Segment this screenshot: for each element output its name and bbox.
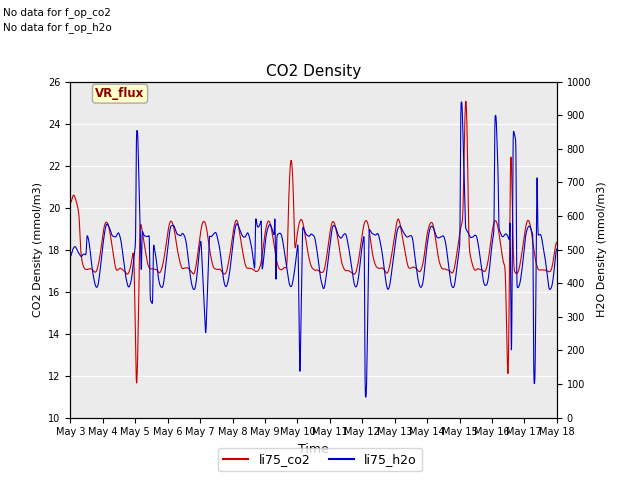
Y-axis label: H2O Density (mmol/m3): H2O Density (mmol/m3)	[596, 182, 607, 317]
X-axis label: Time: Time	[298, 443, 329, 456]
Text: No data for f_op_h2o: No data for f_op_h2o	[3, 22, 112, 33]
Title: CO2 Density: CO2 Density	[266, 64, 361, 79]
Text: No data for f_op_co2: No data for f_op_co2	[3, 7, 111, 18]
Legend: li75_co2, li75_h2o: li75_co2, li75_h2o	[218, 448, 422, 471]
Text: VR_flux: VR_flux	[95, 87, 145, 100]
Y-axis label: CO2 Density (mmol/m3): CO2 Density (mmol/m3)	[33, 182, 43, 317]
